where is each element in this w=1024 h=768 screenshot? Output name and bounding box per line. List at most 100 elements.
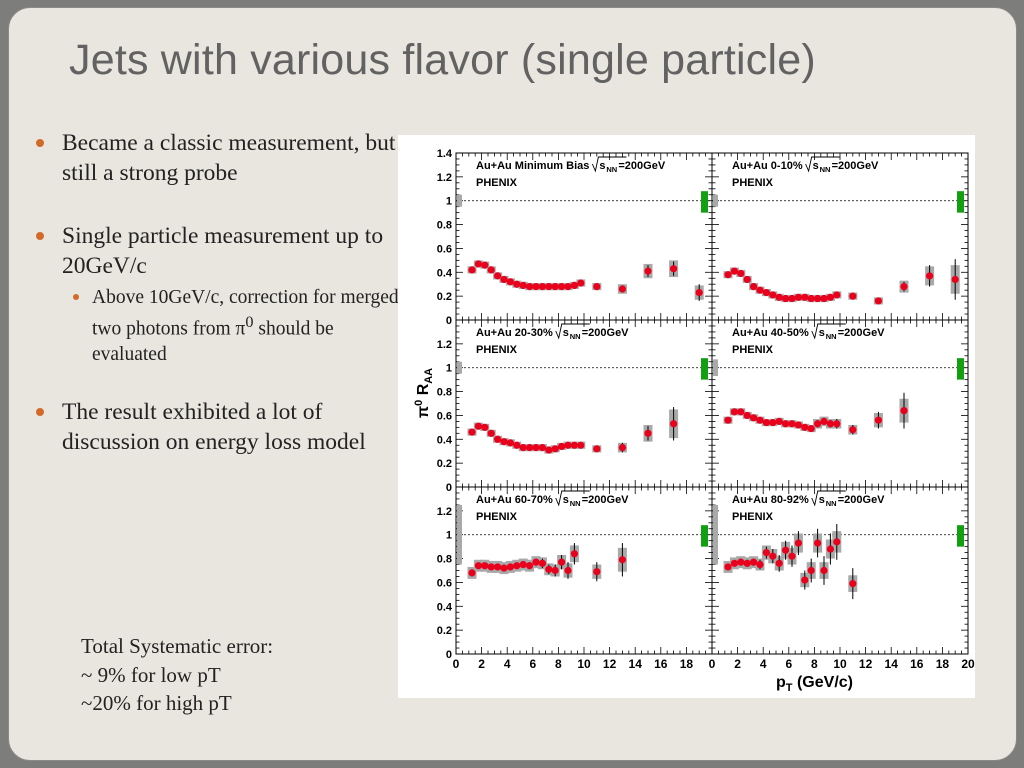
x-tick-label: 2	[478, 657, 485, 671]
data-point	[807, 566, 815, 575]
data-point	[826, 293, 834, 301]
y-tick-label: 0.2	[437, 291, 452, 303]
data-point	[826, 420, 834, 428]
sqrt-nn-subscript: NN	[606, 165, 617, 174]
data-point	[743, 411, 751, 420]
sqrt-s-symbol: s	[819, 327, 825, 339]
bullet-1: Became a classic measurement, but still …	[31, 128, 401, 188]
data-point	[570, 550, 578, 558]
data-point	[494, 563, 502, 571]
x-tick-label: 8	[555, 657, 562, 671]
data-point	[788, 294, 796, 303]
data-point	[618, 444, 626, 452]
data-point	[820, 417, 828, 425]
panel-label: Au+Au 20-30%	[476, 327, 553, 339]
y-tick-label: 0.6	[437, 577, 452, 589]
note-line-2: ~ 9% for low pT	[81, 662, 221, 687]
data-point	[769, 291, 777, 299]
x-tick-label: 0	[709, 657, 716, 671]
x-axis-label: pT (GeV/c)	[776, 674, 853, 694]
panel-energy: =200GeV	[582, 494, 629, 506]
bullet-1-text: Became a classic measurement, but still …	[62, 130, 396, 186]
panel-label: Au+Au 60-70%	[476, 494, 553, 506]
data-point	[468, 266, 476, 274]
y-tick-label: 0.8	[437, 554, 452, 566]
data-point	[926, 272, 934, 280]
y-tick-label: 0.6	[437, 410, 452, 422]
data-point	[519, 444, 527, 452]
data-point	[788, 552, 796, 560]
y-tick-label: 1.2	[437, 339, 452, 351]
norm-box-left	[713, 359, 718, 377]
data-point	[737, 558, 745, 566]
data-point	[532, 444, 540, 452]
panel-energy: =200GeV	[832, 160, 879, 172]
sqrt-icon	[811, 323, 846, 340]
data-point	[506, 439, 514, 447]
data-point	[849, 580, 857, 588]
data-point	[526, 283, 534, 291]
y-tick-label: 0.2	[437, 625, 452, 637]
data-point	[519, 281, 527, 290]
data-point	[538, 559, 546, 567]
data-point	[618, 556, 626, 564]
panel-label: Au+Au 40-50%	[732, 327, 809, 339]
bullet-2-text: Single particle measurement up to 20GeV/…	[62, 223, 384, 279]
data-point	[618, 285, 626, 293]
y-tick-label: 0.4	[437, 267, 453, 279]
data-point	[494, 435, 502, 443]
panel-label: Au+Au 0-10%	[732, 160, 803, 172]
data-point	[801, 293, 809, 301]
x-tick-label: 18	[936, 657, 950, 671]
data-point	[593, 445, 601, 453]
y-tick-label: 1	[446, 363, 452, 375]
y-axis-label: π0 RAA	[413, 368, 435, 418]
data-point	[807, 294, 815, 303]
data-point	[551, 566, 559, 575]
bullet-dot-icon	[36, 232, 44, 240]
norm-box-left	[713, 194, 718, 207]
raa-figure: π0 RAA pT (GeV/c) 0 0.2 0.4 0.6 0.8 1 1.2 1.4 Au…	[398, 135, 975, 698]
panel-label: Au+Au 80-92%	[732, 494, 809, 506]
x-tick-label: 16	[654, 657, 668, 671]
sqrt-nn-subscript: NN	[570, 499, 581, 508]
bullet-3: The result exhibited a lot of discussion…	[31, 397, 401, 457]
data-point	[513, 562, 521, 570]
data-point	[807, 424, 815, 433]
sub-bullet-1-suffix: should be evaluated	[92, 318, 334, 365]
data-point	[551, 445, 559, 453]
y-tick-label: 0.2	[437, 458, 452, 470]
data-point	[737, 269, 745, 278]
data-point	[737, 408, 745, 416]
data-point	[900, 407, 908, 415]
y-tick-label: 0.4	[437, 434, 453, 446]
data-point	[874, 297, 882, 305]
data-point	[481, 562, 489, 570]
data-point	[794, 293, 802, 301]
data-point	[558, 442, 566, 451]
sqrt-s-symbol: s	[813, 160, 819, 172]
data-point	[558, 283, 566, 291]
raa-chart: π0 RAA pT (GeV/c) 0 0.2 0.4 0.6 0.8 1 1.2 1.4 Au…	[413, 148, 975, 694]
data-point	[564, 283, 572, 291]
panel-experiment: PHENIX	[476, 511, 518, 523]
data-point	[794, 539, 802, 547]
data-point	[814, 420, 822, 428]
data-point	[750, 414, 758, 422]
data-point	[526, 562, 534, 570]
bullet-dot-icon	[36, 407, 44, 416]
data-point	[577, 279, 585, 287]
bullet-list: Became a classic measurement, but still …	[31, 128, 401, 457]
x-tick-label: 2	[734, 657, 741, 671]
data-point	[526, 444, 534, 452]
data-point	[762, 549, 770, 557]
data-point	[519, 560, 527, 569]
norm-box-right	[957, 525, 964, 547]
norm-box-left	[457, 504, 462, 565]
data-point	[487, 429, 495, 437]
data-point	[900, 283, 908, 291]
x-tick-label: 6	[785, 657, 792, 671]
data-point	[487, 563, 495, 571]
data-point	[775, 293, 783, 301]
data-point	[593, 283, 601, 291]
